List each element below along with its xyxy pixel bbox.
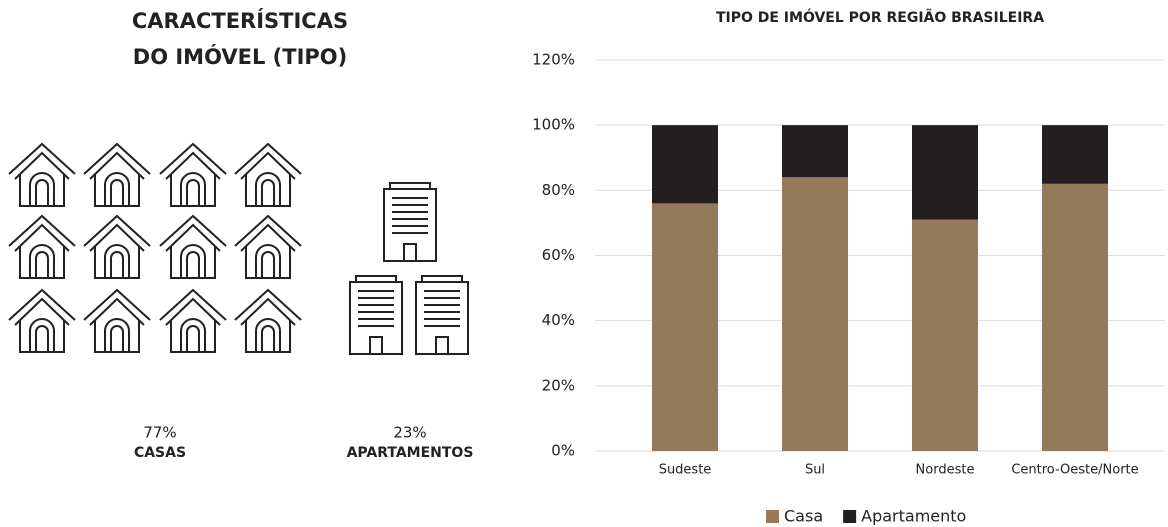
house-icon — [84, 290, 150, 352]
legend-swatch — [766, 510, 779, 523]
house-icon — [160, 144, 226, 206]
legend-label: Apartamento — [861, 507, 966, 526]
chart: 0% 20% 40% 60% 80% 100% 120% Sudeste Sul Nordeste… — [532, 51, 1165, 526]
y-tick-label: 60% — [542, 246, 575, 264]
bar-segment — [1042, 183, 1108, 452]
bar-segment — [782, 125, 848, 178]
house-icons — [9, 144, 301, 352]
info-title: CARACTERÍSTICAS — [132, 8, 348, 33]
x-tick-label: Sul — [805, 463, 825, 478]
label: APARTAMENTOS — [347, 445, 474, 461]
x-tick-label: Centro-Oeste/Norte — [1011, 463, 1138, 478]
bar-segment — [652, 125, 718, 204]
house-icon — [9, 144, 75, 206]
bar-segment — [652, 203, 718, 451]
bar-segment — [912, 219, 978, 451]
house-icon — [160, 290, 226, 352]
house-icon — [84, 216, 150, 278]
y-tick-label: 80% — [542, 181, 575, 199]
house-icon — [84, 144, 150, 206]
building-icon — [350, 276, 402, 354]
y-tick-label: 0% — [551, 442, 575, 460]
building-icon — [416, 276, 468, 354]
legend-swatch — [843, 510, 857, 523]
info-title: DO IMÓVEL (TIPO) — [133, 44, 347, 69]
house-icon — [9, 216, 75, 278]
house-icon — [235, 216, 301, 278]
label: CASAS — [134, 445, 186, 461]
house-icon — [160, 216, 226, 278]
bar-segment — [912, 125, 978, 220]
house-icon — [235, 290, 301, 352]
x-tick-label: Sudeste — [659, 463, 712, 478]
x-tick-label: Nordeste — [916, 463, 975, 478]
percent: 23% — [393, 424, 426, 442]
percent: 77% — [143, 424, 176, 442]
building-icon — [384, 183, 436, 261]
y-tick-label: 120% — [532, 51, 575, 69]
legend-label: Casa — [784, 507, 823, 526]
bar-segment — [782, 177, 848, 452]
y-tick-label: 20% — [542, 376, 575, 394]
chart-title: TIPO DE IMÓVEL POR REGIÃO BRASILEIRA — [716, 8, 1044, 26]
infographic: CARACTERÍSTICAS DO IMÓVEL (TIPO) 77% CAS… — [9, 8, 473, 461]
y-tick-label: 100% — [532, 116, 575, 134]
bar-segment — [1042, 125, 1108, 184]
house-icon — [235, 144, 301, 206]
y-tick-label: 40% — [542, 311, 575, 329]
house-icon — [9, 290, 75, 352]
